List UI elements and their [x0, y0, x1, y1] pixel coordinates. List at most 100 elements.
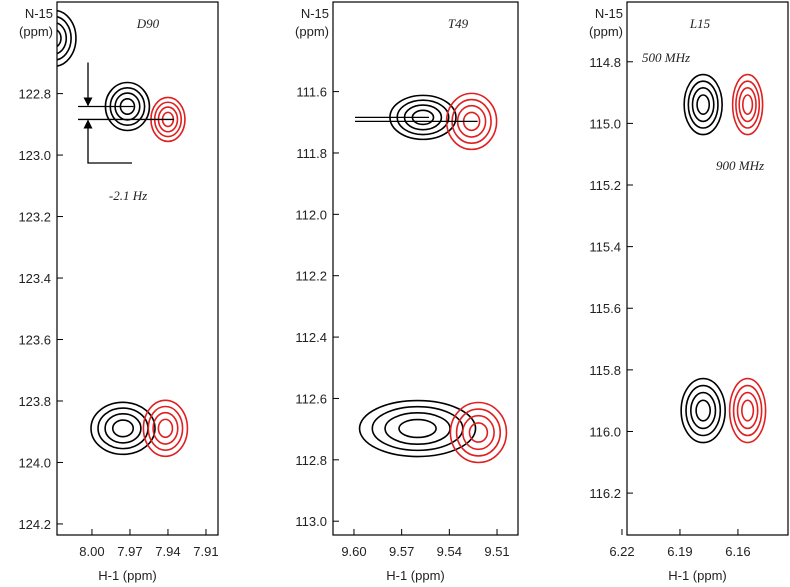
y-tick-label: 123.2 [18, 210, 51, 225]
contour-level [147, 405, 184, 451]
contour-level [687, 80, 719, 129]
x-tick-label: 9.51 [484, 544, 509, 559]
contour-level [732, 384, 763, 437]
contour-level [680, 377, 726, 444]
series-label: 500 MHz [642, 50, 690, 65]
peaks [57, 9, 189, 458]
contour-level [57, 15, 72, 61]
y-tick-label: 116.2 [589, 486, 621, 501]
x-tick-label: 8.00 [79, 544, 104, 559]
y-tick-label: 112.0 [295, 207, 327, 222]
x-axis-label: H-1 (ppm) [668, 568, 727, 583]
peak-contour [57, 9, 77, 67]
y-tick-label: 112.2 [295, 269, 327, 284]
peak-contour [90, 401, 156, 456]
x-tick-label: 6.16 [725, 544, 750, 559]
y-tick-label: 122.8 [18, 87, 51, 102]
contour-level [111, 419, 135, 438]
peak-contour [731, 73, 764, 136]
panel-title: D90 [136, 16, 160, 31]
y-axis-label: N-15 [25, 6, 53, 21]
x-tick-label: 9.54 [437, 544, 462, 559]
contour-level [738, 86, 757, 123]
y-tick-label: 116.0 [589, 424, 621, 439]
contour-level [449, 401, 508, 464]
y-tick-label: 115.8 [589, 363, 621, 378]
contour-level [142, 399, 189, 458]
x-tick-label: 7.91 [193, 544, 218, 559]
contour-level [90, 401, 156, 456]
x-tick-label: 9.57 [389, 544, 414, 559]
peak-contour [728, 377, 767, 444]
y-tick-label: 124.2 [18, 517, 51, 532]
y-tick-label: 112.4 [295, 330, 327, 345]
series-label: 900 MHz [716, 158, 764, 173]
y-axis-label: N-15 [301, 6, 329, 21]
y-axis-label: (ppm) [19, 24, 53, 39]
contour-level [157, 418, 174, 439]
peak-contour [449, 401, 508, 464]
y-tick-label: 115.2 [589, 178, 621, 193]
arrow [83, 119, 132, 164]
y-tick-label: 123.8 [18, 394, 51, 409]
contour-level [152, 411, 179, 445]
panel-title: T49 [448, 16, 469, 31]
y-tick-label: 114.8 [589, 55, 621, 70]
contour-level [358, 399, 477, 458]
contour-level [57, 29, 62, 48]
contour-level [735, 80, 761, 129]
contour-level [736, 391, 759, 430]
contour-level [741, 399, 755, 422]
x-axis-label: H-1 (ppm) [98, 568, 157, 583]
annotation: -2.1 Hz [109, 188, 147, 203]
y-tick-label: 124.0 [18, 455, 51, 470]
contour-level [690, 391, 717, 430]
y-tick-label: 115.0 [589, 116, 621, 131]
y-tick-label: 123.4 [18, 271, 51, 286]
peak-contour [142, 399, 189, 458]
peak-contour [683, 73, 723, 136]
contour-level [57, 22, 68, 55]
plot-frame [332, 1, 519, 536]
peak-contour [680, 377, 726, 444]
x-tick-label: 6.19 [667, 544, 692, 559]
contour-level [742, 94, 754, 115]
contour-level [683, 73, 723, 136]
panel: N-15 (ppm) H-1 (ppm) D90 122.8 123.0 123.2 123.… [18, 1, 219, 583]
x-tick-label: 7.94 [155, 544, 180, 559]
y-tick-label: 111.6 [296, 85, 327, 100]
y-tick-label: 115.6 [589, 301, 621, 316]
contour-level [685, 384, 722, 437]
y-tick-label: 113.0 [295, 514, 327, 529]
panel: N-15 (ppm) H-1 (ppm) L15 114.8 115.0 115.2 115.… [589, 1, 789, 583]
y-tick-label: 115.4 [589, 240, 621, 255]
panel-title: L15 [689, 16, 711, 31]
contour-level [384, 412, 451, 446]
y-axis-label: N-15 [595, 6, 623, 21]
y-tick-label: 111.8 [296, 146, 327, 161]
plot-frame [56, 1, 219, 536]
contour-level [691, 86, 715, 123]
peak-contour [358, 399, 477, 458]
contour-level [398, 418, 437, 439]
plot-frame [626, 1, 789, 536]
x-axis-label: H-1 (ppm) [386, 568, 445, 583]
contour-level [695, 399, 711, 422]
y-tick-label: 112.8 [295, 453, 327, 468]
panel: N-15 (ppm) H-1 (ppm) T49 111.6 111.8 112.0 112.… [295, 1, 519, 583]
contour-level [468, 422, 489, 443]
x-tick-label: 9.60 [341, 544, 366, 559]
contour-level [461, 414, 495, 451]
peaks [358, 92, 508, 464]
y-tick-label: 123.6 [18, 333, 51, 348]
y-axis-label: (ppm) [295, 24, 329, 39]
contour-level [104, 412, 142, 444]
contour-level [731, 73, 764, 136]
contour-level [57, 9, 77, 67]
x-tick-label: 7.97 [117, 544, 142, 559]
peaks [680, 73, 767, 444]
y-tick-label: 112.6 [295, 391, 327, 406]
y-axis-label: (ppm) [589, 24, 623, 39]
